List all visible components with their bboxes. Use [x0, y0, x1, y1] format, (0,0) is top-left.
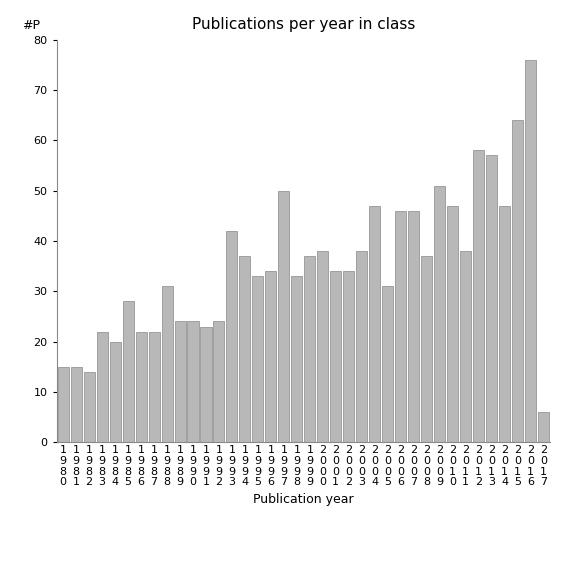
- Bar: [331, 271, 341, 442]
- Bar: [356, 251, 367, 442]
- Bar: [109, 341, 121, 442]
- Bar: [486, 155, 497, 442]
- Bar: [512, 120, 523, 442]
- Bar: [447, 206, 458, 442]
- Bar: [304, 256, 315, 442]
- Bar: [421, 256, 432, 442]
- Bar: [149, 332, 159, 442]
- Bar: [122, 302, 134, 442]
- Bar: [175, 321, 185, 442]
- Bar: [96, 332, 108, 442]
- Bar: [213, 321, 225, 442]
- Bar: [538, 412, 549, 442]
- Bar: [343, 271, 354, 442]
- Bar: [84, 372, 95, 442]
- Bar: [473, 150, 484, 442]
- Bar: [239, 256, 251, 442]
- Bar: [278, 191, 289, 442]
- Bar: [201, 327, 211, 442]
- Bar: [291, 276, 302, 442]
- Bar: [395, 211, 406, 442]
- Text: #P: #P: [22, 19, 40, 32]
- Bar: [162, 286, 172, 442]
- Bar: [434, 185, 445, 442]
- Bar: [226, 231, 238, 442]
- Bar: [525, 60, 536, 442]
- X-axis label: Publication year: Publication year: [253, 493, 354, 506]
- Bar: [318, 251, 328, 442]
- Bar: [382, 286, 393, 442]
- Bar: [188, 321, 198, 442]
- Bar: [499, 206, 510, 442]
- Bar: [58, 367, 69, 442]
- Bar: [408, 211, 419, 442]
- Bar: [460, 251, 471, 442]
- Bar: [136, 332, 147, 442]
- Bar: [265, 271, 276, 442]
- Title: Publications per year in class: Publications per year in class: [192, 16, 415, 32]
- Bar: [252, 276, 264, 442]
- Bar: [369, 206, 380, 442]
- Bar: [71, 367, 82, 442]
